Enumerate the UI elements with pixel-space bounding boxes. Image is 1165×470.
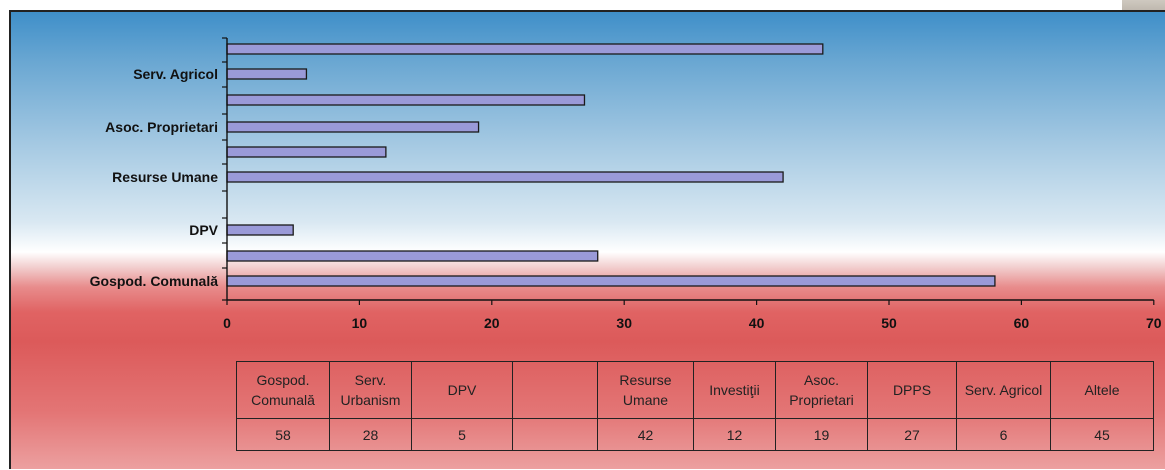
x-tick-label-60: 60 bbox=[1014, 315, 1030, 331]
table-header-cell: Serv. Agricol bbox=[956, 361, 1051, 419]
x-tick-label-0: 0 bbox=[223, 315, 231, 331]
category-label-0: Gospod. Comunală bbox=[90, 273, 219, 289]
table-value-cell: 28 bbox=[329, 418, 412, 451]
table-value-cell: 45 bbox=[1050, 418, 1154, 451]
table-value-row: 58 28 5 42 12 19 27 6 45 bbox=[236, 418, 1154, 451]
bar-7 bbox=[226, 94, 586, 106]
category-label-8: Serv. Agricol bbox=[133, 66, 218, 82]
x-tick-label-30: 30 bbox=[616, 315, 632, 331]
table-value-cell: 58 bbox=[236, 418, 330, 451]
table-value-cell bbox=[512, 418, 598, 451]
data-table: Gospod. Comunală Serv. Urbanism DPV Resurse… bbox=[236, 361, 1154, 451]
x-tick-labels: 0 10 20 30 40 50 60 70 bbox=[223, 315, 1162, 331]
table-header-cell: DPPS bbox=[867, 361, 957, 419]
chart-frame: Gospod. Comunală DPV Resurse Umane Asoc. Pr… bbox=[9, 10, 1165, 469]
table-header-cell: Gospod. Comunală bbox=[236, 361, 330, 419]
table-value-cell: 6 bbox=[956, 418, 1051, 451]
x-tick-label-50: 50 bbox=[881, 315, 897, 331]
table-header-cell bbox=[512, 361, 598, 419]
category-label-2: DPV bbox=[189, 222, 218, 238]
bar-0 bbox=[226, 275, 996, 287]
bar-4 bbox=[226, 171, 784, 183]
table-value-cell: 12 bbox=[693, 418, 776, 451]
axes-group bbox=[222, 37, 1155, 305]
table-value-cell: 27 bbox=[867, 418, 957, 451]
bar-9 bbox=[226, 43, 824, 55]
table-header-cell: Serv. Urbanism bbox=[329, 361, 412, 419]
bars-group bbox=[226, 43, 996, 287]
table-value-cell: 42 bbox=[597, 418, 694, 451]
x-tick-label-70: 70 bbox=[1146, 315, 1162, 331]
table-header-cell: Asoc. Proprietari bbox=[775, 361, 868, 419]
category-label-6: Asoc. Proprietari bbox=[105, 119, 218, 135]
x-tick-label-20: 20 bbox=[484, 315, 500, 331]
table-header-cell: Investiţii bbox=[693, 361, 776, 419]
top-strip bbox=[0, 0, 1165, 10]
bar-5 bbox=[226, 146, 387, 158]
bar-1 bbox=[226, 250, 599, 262]
bar-8 bbox=[226, 68, 308, 80]
bar-chart: Gospod. Comunală DPV Resurse Umane Asoc. Pr… bbox=[90, 37, 1162, 331]
category-labels: Gospod. Comunală DPV Resurse Umane Asoc. Pr… bbox=[90, 66, 219, 289]
x-tick-label-10: 10 bbox=[352, 315, 368, 331]
table-value-cell: 19 bbox=[775, 418, 868, 451]
table-header-cell: DPV bbox=[411, 361, 513, 419]
table-header-cell: Altele bbox=[1050, 361, 1154, 419]
table-header-row: Gospod. Comunală Serv. Urbanism DPV Resurse… bbox=[236, 361, 1154, 419]
category-label-4: Resurse Umane bbox=[112, 169, 218, 185]
table-header-cell: Resurse Umane bbox=[597, 361, 694, 419]
bar-2 bbox=[226, 224, 294, 236]
bar-6 bbox=[226, 121, 480, 133]
table-value-cell: 5 bbox=[411, 418, 513, 451]
x-tick-label-40: 40 bbox=[749, 315, 765, 331]
